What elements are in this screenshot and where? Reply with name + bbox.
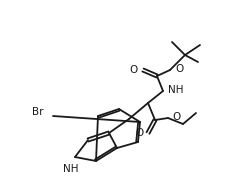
- Text: Br: Br: [32, 107, 44, 117]
- Text: O: O: [129, 65, 137, 75]
- Text: O: O: [174, 64, 183, 74]
- Text: NH: NH: [167, 85, 183, 95]
- Text: O: O: [135, 128, 143, 138]
- Text: O: O: [171, 112, 180, 122]
- Text: NH: NH: [63, 164, 78, 174]
